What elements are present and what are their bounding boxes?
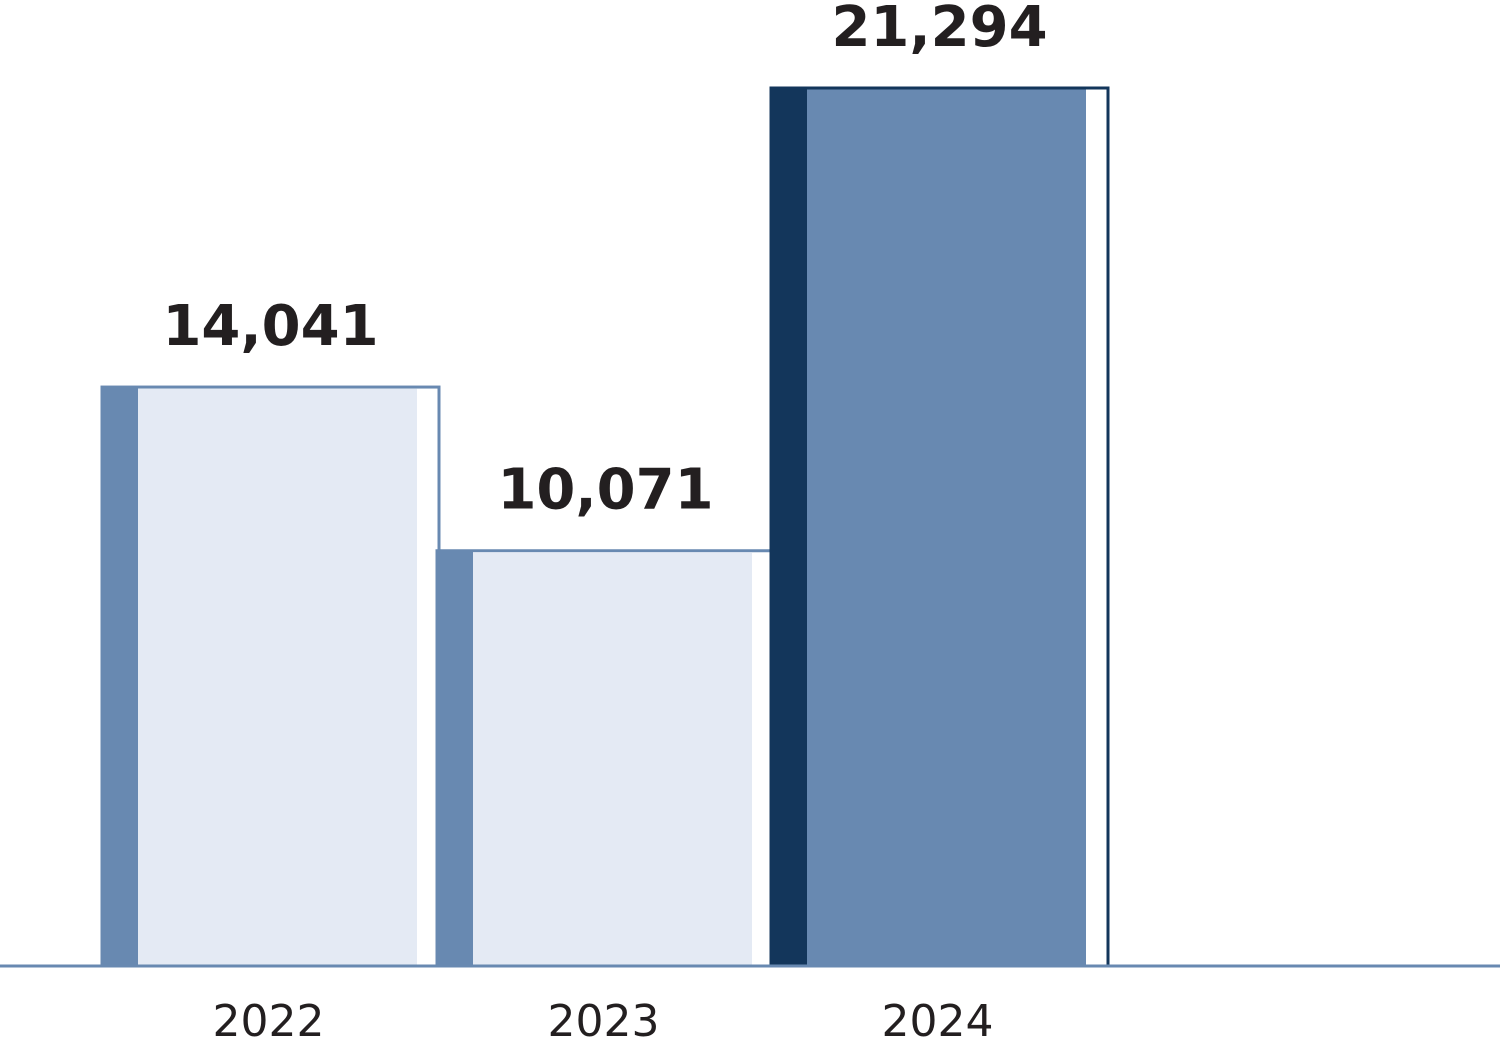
bar-accent-2023 bbox=[437, 550, 473, 966]
bar-fill-2024 bbox=[807, 89, 1086, 966]
tick-label-2022: 2022 bbox=[213, 996, 325, 1039]
bar-2024 bbox=[769, 86, 1110, 968]
bar-accent-2024 bbox=[771, 88, 807, 966]
bars-layer bbox=[100, 86, 1110, 968]
bar-2023 bbox=[435, 549, 776, 968]
bar-accent-2022 bbox=[102, 387, 138, 966]
labels-layer: 14,041 2022 10,071 2023 21,294 2024 bbox=[162, 0, 1047, 1039]
bar-fill-2022 bbox=[138, 388, 417, 966]
bar-2022 bbox=[100, 385, 441, 968]
tick-label-2024: 2024 bbox=[882, 996, 994, 1039]
value-label-2024: 21,294 bbox=[831, 0, 1047, 60]
bar-fill-2023 bbox=[473, 552, 752, 966]
tick-label-2023: 2023 bbox=[548, 996, 660, 1039]
value-label-2023: 10,071 bbox=[497, 458, 713, 523]
value-label-2022: 14,041 bbox=[162, 294, 378, 359]
